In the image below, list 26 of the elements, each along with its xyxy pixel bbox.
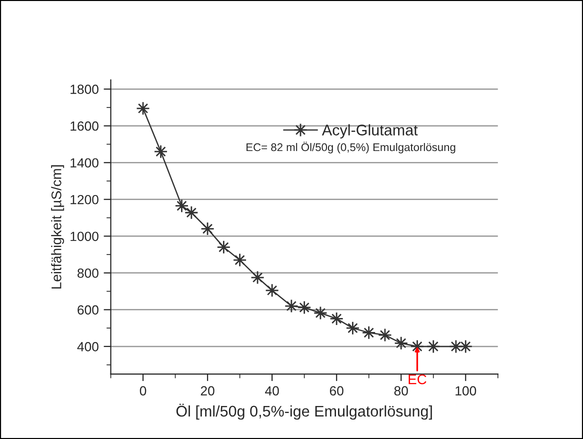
point <box>184 206 198 220</box>
y-tick-label: 1000 <box>70 232 98 242</box>
y-tick-label: 800 <box>78 268 98 278</box>
point <box>330 312 344 326</box>
point <box>265 283 280 298</box>
annotation: EC <box>408 374 426 384</box>
x-tick-label: 60 <box>330 386 344 396</box>
y-axis-title: Leitfähigkeit [µS/cm] <box>51 165 64 288</box>
y-tick-label: 1600 <box>70 121 98 131</box>
y-tick-label: 600 <box>78 305 98 315</box>
point <box>174 198 189 213</box>
point <box>154 144 168 159</box>
y-tick-label: 1800 <box>70 84 98 94</box>
x-tick-label: 100 <box>456 386 476 396</box>
legend-label: Acyl-Glutamat <box>322 124 418 138</box>
y-tick-label: 1400 <box>70 158 98 168</box>
annotation: EC= 82 ml Öl/50g (0,5%) Emulgatorlösung <box>246 142 456 154</box>
point <box>346 321 360 336</box>
y-tick-label: 1200 <box>70 194 98 204</box>
y-tick-label: 400 <box>77 342 98 352</box>
x-tick-label: 20 <box>200 386 214 396</box>
point <box>394 336 408 350</box>
x-axis-title: Öl [ml/50g 0,5%-ige Emulgatorlösung] <box>176 404 432 420</box>
x-tick-label: 40 <box>265 386 279 396</box>
x-tick-label: 0 <box>140 386 146 396</box>
x-tick-label: 80 <box>394 386 408 396</box>
